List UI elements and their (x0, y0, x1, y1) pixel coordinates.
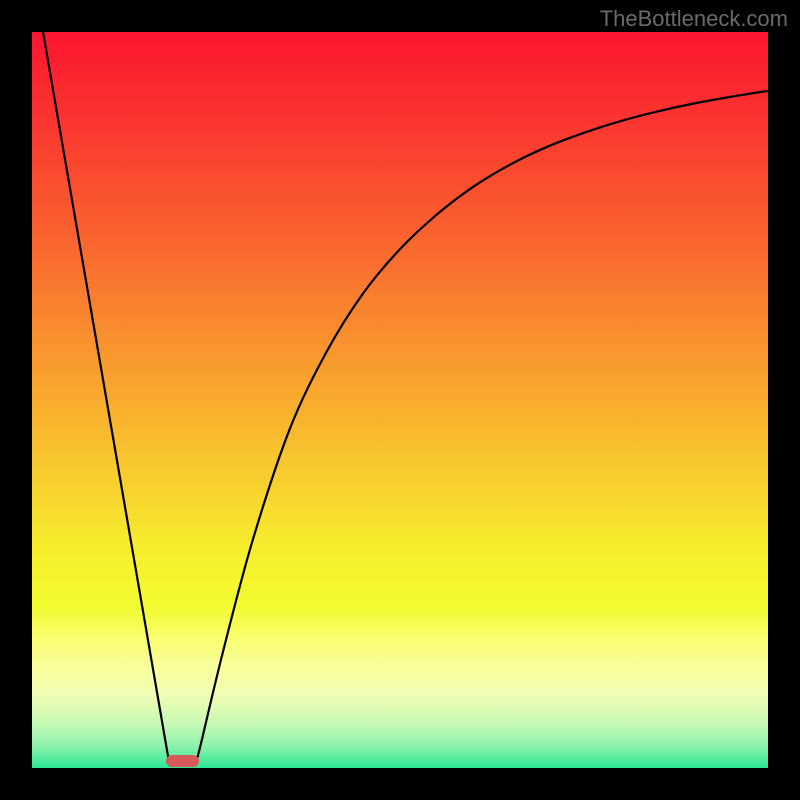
curve-layer (32, 32, 768, 768)
plot-area (32, 32, 768, 768)
optimum-marker (166, 755, 199, 767)
chart-frame: TheBottleneck.com (0, 0, 800, 800)
bottleneck-curve (43, 32, 768, 757)
watermark-text: TheBottleneck.com (600, 6, 788, 32)
